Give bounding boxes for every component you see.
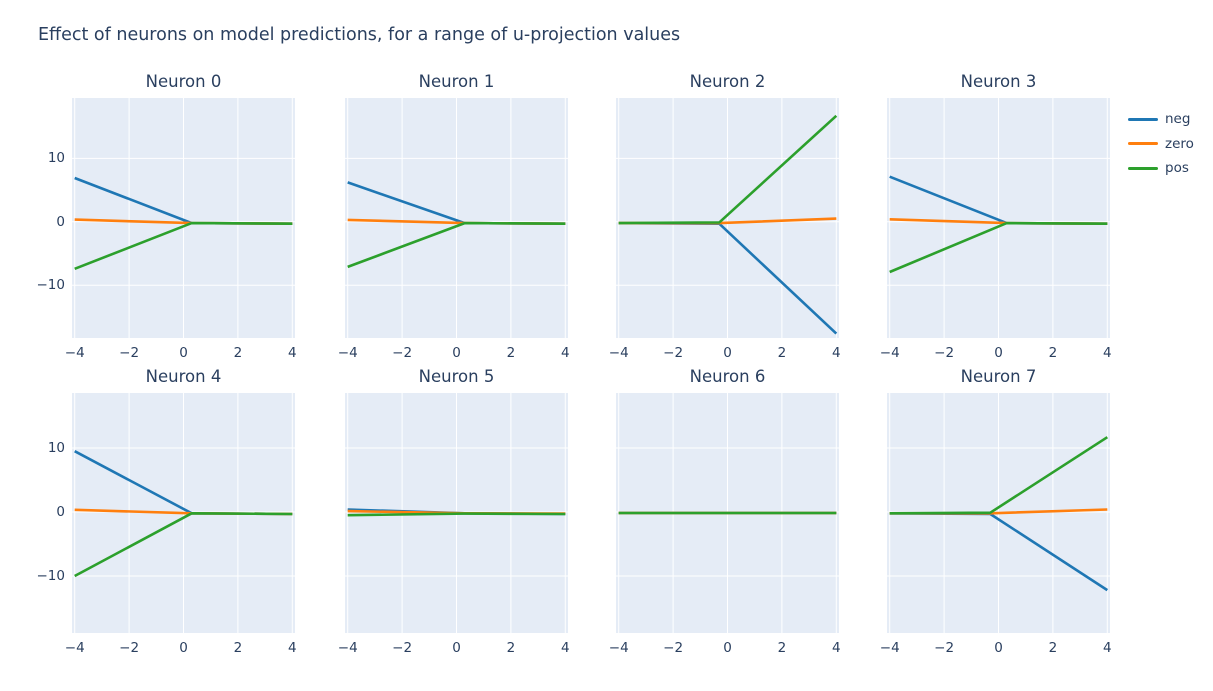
x-tick-label: −4 [337, 640, 358, 656]
legend-item-neg[interactable]: neg [1128, 111, 1194, 127]
x-tick-label: −2 [934, 640, 955, 656]
legend-label: neg [1165, 111, 1191, 127]
x-tick-label: −4 [608, 640, 629, 656]
legend-label: zero [1165, 135, 1194, 152]
x-tick-label: 2 [506, 640, 516, 656]
x-tick-label: 4 [831, 345, 841, 361]
x-tick-label: 0 [994, 640, 1003, 656]
x-tick-label: 2 [233, 640, 243, 656]
x-tick-label: −2 [392, 345, 413, 361]
x-tick-label: 4 [1102, 345, 1112, 361]
x-tick-label: −2 [663, 640, 684, 656]
x-tick-label: −2 [119, 640, 140, 656]
subplot-title: Neuron 0 [145, 72, 222, 91]
series-line-pos[interactable] [889, 436, 1109, 515]
plot-area[interactable] [887, 393, 1110, 633]
y-tick-label: 10 [47, 150, 65, 167]
subplot-title: Neuron 6 [689, 367, 766, 386]
series-line-pos[interactable] [347, 221, 566, 269]
subplot-title: Neuron 4 [145, 367, 222, 386]
x-tick-label: −2 [934, 345, 955, 361]
x-tick-label: −4 [337, 345, 358, 361]
x-tick-label: 2 [777, 345, 787, 361]
plot-area[interactable] [345, 393, 568, 633]
plot-area[interactable] [345, 98, 568, 338]
subplot-title: Neuron 3 [960, 72, 1037, 91]
series-line-pos[interactable] [889, 221, 1108, 274]
x-tick-label: −2 [663, 345, 684, 361]
x-tick-label: 0 [723, 345, 732, 361]
x-tick-label: −4 [879, 345, 900, 361]
x-tick-label: 2 [233, 345, 243, 361]
plot-area[interactable] [616, 393, 839, 633]
x-tick-label: −4 [64, 345, 85, 361]
x-tick-label: 4 [560, 640, 570, 656]
x-tick-label: 0 [723, 640, 732, 656]
x-tick-label: 2 [777, 640, 787, 656]
series-line-pos[interactable] [74, 221, 293, 271]
legend-line-swatch-icon [1128, 142, 1158, 145]
y-tick-label: −10 [36, 277, 66, 294]
x-tick-label: 0 [452, 640, 461, 656]
legend-item-zero[interactable]: zero [1128, 136, 1194, 152]
subplot-title: Neuron 1 [418, 72, 495, 91]
plot-area[interactable] [72, 393, 295, 633]
x-tick-label: 0 [179, 345, 188, 361]
legend: neg zero pos [1128, 111, 1194, 185]
series-line-pos[interactable] [347, 512, 566, 517]
y-tick-label: −10 [36, 568, 66, 585]
y-tick-label: 0 [56, 213, 65, 230]
x-tick-label: −4 [879, 640, 900, 656]
x-tick-label: 2 [506, 345, 516, 361]
legend-item-pos[interactable]: pos [1128, 160, 1194, 176]
x-tick-label: 2 [1048, 640, 1058, 656]
x-tick-label: 4 [831, 640, 841, 656]
series-line-pos[interactable] [74, 512, 293, 578]
legend-line-swatch-icon [1128, 166, 1158, 170]
y-tick-label: 0 [56, 504, 65, 521]
subplot-title: Neuron 5 [418, 367, 495, 386]
x-tick-label: −4 [608, 345, 629, 361]
figure-title: Effect of neurons on model predictions, … [38, 25, 681, 45]
y-tick-label: 10 [47, 440, 65, 457]
legend-line-swatch-icon [1128, 117, 1158, 121]
series-line-pos[interactable] [618, 114, 838, 225]
x-tick-label: 4 [560, 345, 570, 361]
plot-area[interactable] [616, 98, 839, 338]
x-tick-label: −2 [392, 640, 413, 656]
x-tick-label: 0 [452, 345, 461, 361]
legend-label: pos [1165, 160, 1189, 176]
x-tick-label: 4 [1102, 640, 1112, 656]
x-tick-label: 4 [287, 345, 297, 361]
subplot-title: Neuron 2 [689, 72, 766, 91]
plot-area[interactable] [887, 98, 1110, 338]
x-tick-label: 0 [994, 345, 1003, 361]
x-tick-label: −2 [119, 345, 140, 361]
x-tick-label: 0 [179, 640, 188, 656]
x-tick-label: −4 [64, 640, 85, 656]
subplot-title: Neuron 7 [960, 367, 1037, 386]
x-tick-label: 2 [1048, 345, 1058, 361]
x-tick-label: 4 [287, 640, 297, 656]
plot-area[interactable] [72, 98, 295, 338]
